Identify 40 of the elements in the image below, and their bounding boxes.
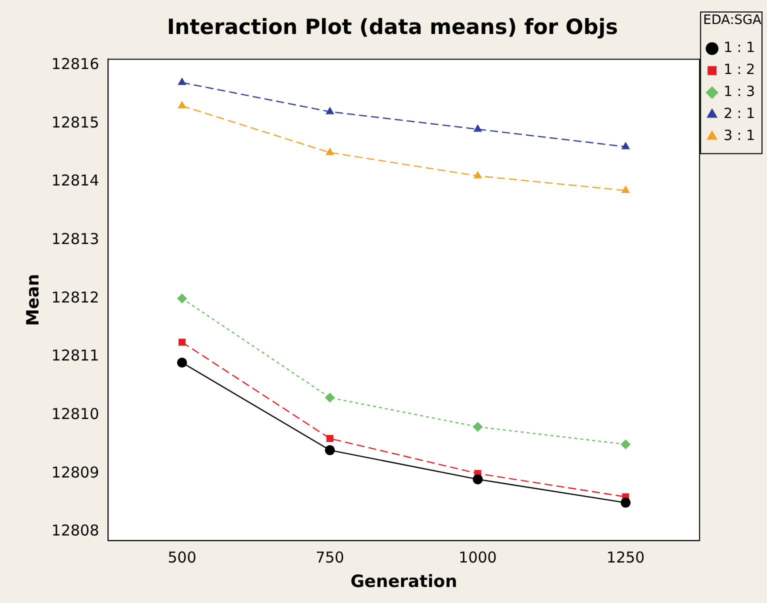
point (177, 358, 188, 368)
point (324, 445, 335, 456)
y-tick-label: 12813 (51, 230, 100, 248)
point (177, 293, 188, 304)
point (473, 170, 482, 178)
point (473, 124, 482, 132)
y-tick-label: 12814 (51, 172, 100, 190)
y-tick-label: 12809 (51, 463, 100, 482)
point (621, 185, 630, 193)
y-tick-label: 12815 (51, 113, 100, 132)
x-tick-label: 1000 (458, 548, 497, 566)
y-tick-label: 12811 (51, 346, 100, 365)
y-tick-label: 12816 (51, 54, 100, 73)
point (324, 392, 335, 403)
chart-title: Interaction Plot (data means) for Objs (166, 15, 618, 40)
legend-title: EDA:SGA (703, 12, 762, 28)
point (621, 142, 630, 150)
x-tick-label: 750 (316, 548, 344, 566)
point (326, 106, 334, 114)
legend-label: 2 : 1 (724, 106, 756, 122)
point (178, 78, 186, 86)
y-tick-label: 12808 (51, 522, 100, 540)
point (178, 338, 186, 346)
legend-label: 3 : 1 (724, 128, 756, 144)
point (472, 474, 483, 484)
y-tick-label: 12810 (51, 405, 100, 424)
point (472, 422, 483, 432)
x-tick-label: 1250 (606, 548, 645, 566)
point (326, 148, 334, 156)
point (326, 434, 334, 442)
legend-label: 1 : 2 (724, 62, 756, 78)
x-axis-title: Generation (350, 572, 458, 592)
point (620, 439, 631, 450)
y-tick-label: 12812 (51, 288, 100, 306)
y-axis-title: Mean (24, 274, 44, 326)
legend-label: 1 : 1 (724, 40, 756, 56)
point (620, 498, 631, 508)
legend-label: 1 : 3 (724, 84, 756, 100)
x-tick-label: 500 (168, 548, 196, 566)
point (178, 100, 186, 108)
